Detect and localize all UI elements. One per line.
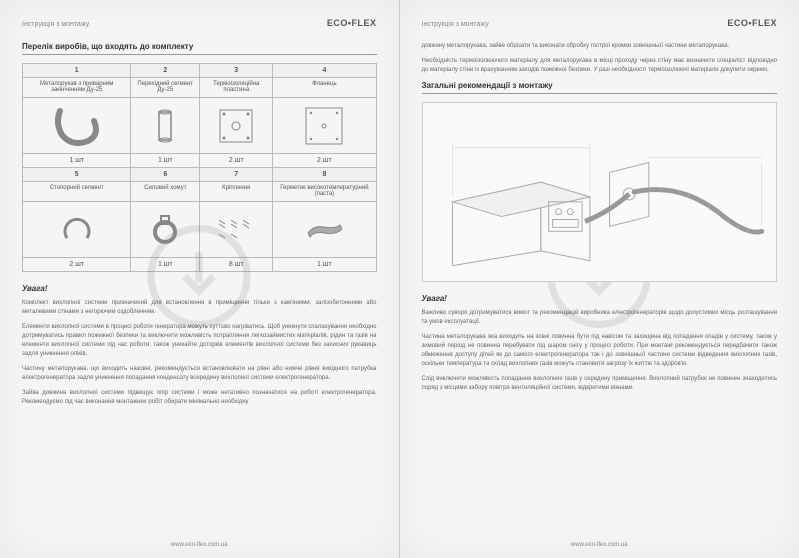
part-label: Фланець bbox=[273, 78, 376, 98]
part-img-cell bbox=[23, 202, 131, 258]
hose-icon bbox=[50, 103, 104, 149]
parts-list-title: Перелік виробів, що входять до комплекту bbox=[22, 42, 377, 55]
page-right: Інструкція з монтажу ECO•FLEX довжину ме… bbox=[400, 0, 799, 558]
fasteners-icon bbox=[213, 212, 259, 248]
col-num: 6 bbox=[131, 168, 200, 182]
body-paragraph: Елементи вихлопної системи в процесі роб… bbox=[22, 323, 377, 359]
footer-url: www.eco-flex.com.ua bbox=[0, 542, 399, 548]
col-num: 2 bbox=[131, 64, 200, 78]
body-paragraph: Слід виключити можливість попадання вихл… bbox=[422, 375, 778, 393]
part-img-cell bbox=[131, 202, 200, 258]
part-qty: 1 шт bbox=[131, 258, 200, 272]
part-label: Термоізоляційна пластина bbox=[200, 78, 273, 98]
page-header: Інструкція з монтажу ECO•FLEX bbox=[422, 18, 778, 28]
part-qty: 1 шт bbox=[273, 258, 376, 272]
ring-icon bbox=[57, 210, 97, 250]
body-paragraph: Частина металорукава яка виходить на зов… bbox=[422, 333, 778, 369]
part-qty: 2 шт bbox=[273, 154, 376, 168]
doc-label: Інструкція з монтажу bbox=[22, 21, 89, 28]
body-paragraph: Зайва довжина вихлопної системи підвищує… bbox=[22, 389, 377, 407]
footer-url: www.eco-flex.com.ua bbox=[400, 542, 799, 548]
part-label: Перехідний сегмент Ду-25 bbox=[131, 78, 200, 98]
assembly-diagram bbox=[422, 102, 778, 282]
body-paragraph: Частину металорукава, що виходить назовн… bbox=[22, 365, 377, 383]
part-img-cell bbox=[273, 98, 376, 154]
attention-heading: Увага! bbox=[422, 294, 778, 303]
page-left: Інструкція з монтажу ECO•FLEX Перелік ви… bbox=[0, 0, 400, 558]
diagram-svg bbox=[423, 103, 777, 281]
part-qty: 1 шт bbox=[131, 154, 200, 168]
body-paragraph: довжину металорукава, зайве обрізати та … bbox=[422, 42, 778, 51]
body-paragraph: Комплект вихлопної системи призначений д… bbox=[22, 299, 377, 317]
part-qty: 1 шт bbox=[23, 154, 131, 168]
attention-heading: Увага! bbox=[22, 284, 377, 293]
col-num: 3 bbox=[200, 64, 273, 78]
page-header: Інструкція з монтажу ECO•FLEX bbox=[22, 18, 377, 28]
part-img-cell bbox=[200, 202, 273, 258]
part-img-cell bbox=[200, 98, 273, 154]
flange-icon bbox=[302, 104, 346, 148]
part-img-cell bbox=[131, 98, 200, 154]
part-img-cell bbox=[273, 202, 376, 258]
body-paragraph: Необхідність термоізолюючого матеріалу д… bbox=[422, 57, 778, 75]
part-label: Герметик високотемпературний (паста) bbox=[273, 182, 376, 202]
recommendations-title: Загальні рекомендації з монтажу bbox=[422, 81, 778, 94]
part-label: Стопорний сегмент bbox=[23, 182, 131, 202]
part-qty: 8 шт bbox=[200, 258, 273, 272]
plate-icon bbox=[214, 104, 258, 148]
part-label: Силовий хомут bbox=[131, 182, 200, 202]
col-num: 1 bbox=[23, 64, 131, 78]
part-img-cell bbox=[23, 98, 131, 154]
col-num: 5 bbox=[23, 168, 131, 182]
brand-logo: ECO•FLEX bbox=[327, 18, 377, 28]
col-num: 8 bbox=[273, 168, 376, 182]
tube-icon bbox=[302, 215, 346, 245]
brand-logo: ECO•FLEX bbox=[727, 18, 777, 28]
parts-table: 1 2 3 4 Металорукав з приварним закінчен… bbox=[22, 63, 377, 272]
col-num: 4 bbox=[273, 64, 376, 78]
part-qty: 2 шт bbox=[23, 258, 131, 272]
segment-icon bbox=[145, 106, 185, 146]
part-label: Кріплення bbox=[200, 182, 273, 202]
part-qty: 2 шт bbox=[200, 154, 273, 168]
doc-label: Інструкція з монтажу bbox=[422, 21, 489, 28]
col-num: 7 bbox=[200, 168, 273, 182]
clamp-icon bbox=[145, 210, 185, 250]
body-paragraph: Важливо суворо дотримуватися вимог та ре… bbox=[422, 309, 778, 327]
part-label: Металорукав з приварним закінченням Ду-2… bbox=[23, 78, 131, 98]
